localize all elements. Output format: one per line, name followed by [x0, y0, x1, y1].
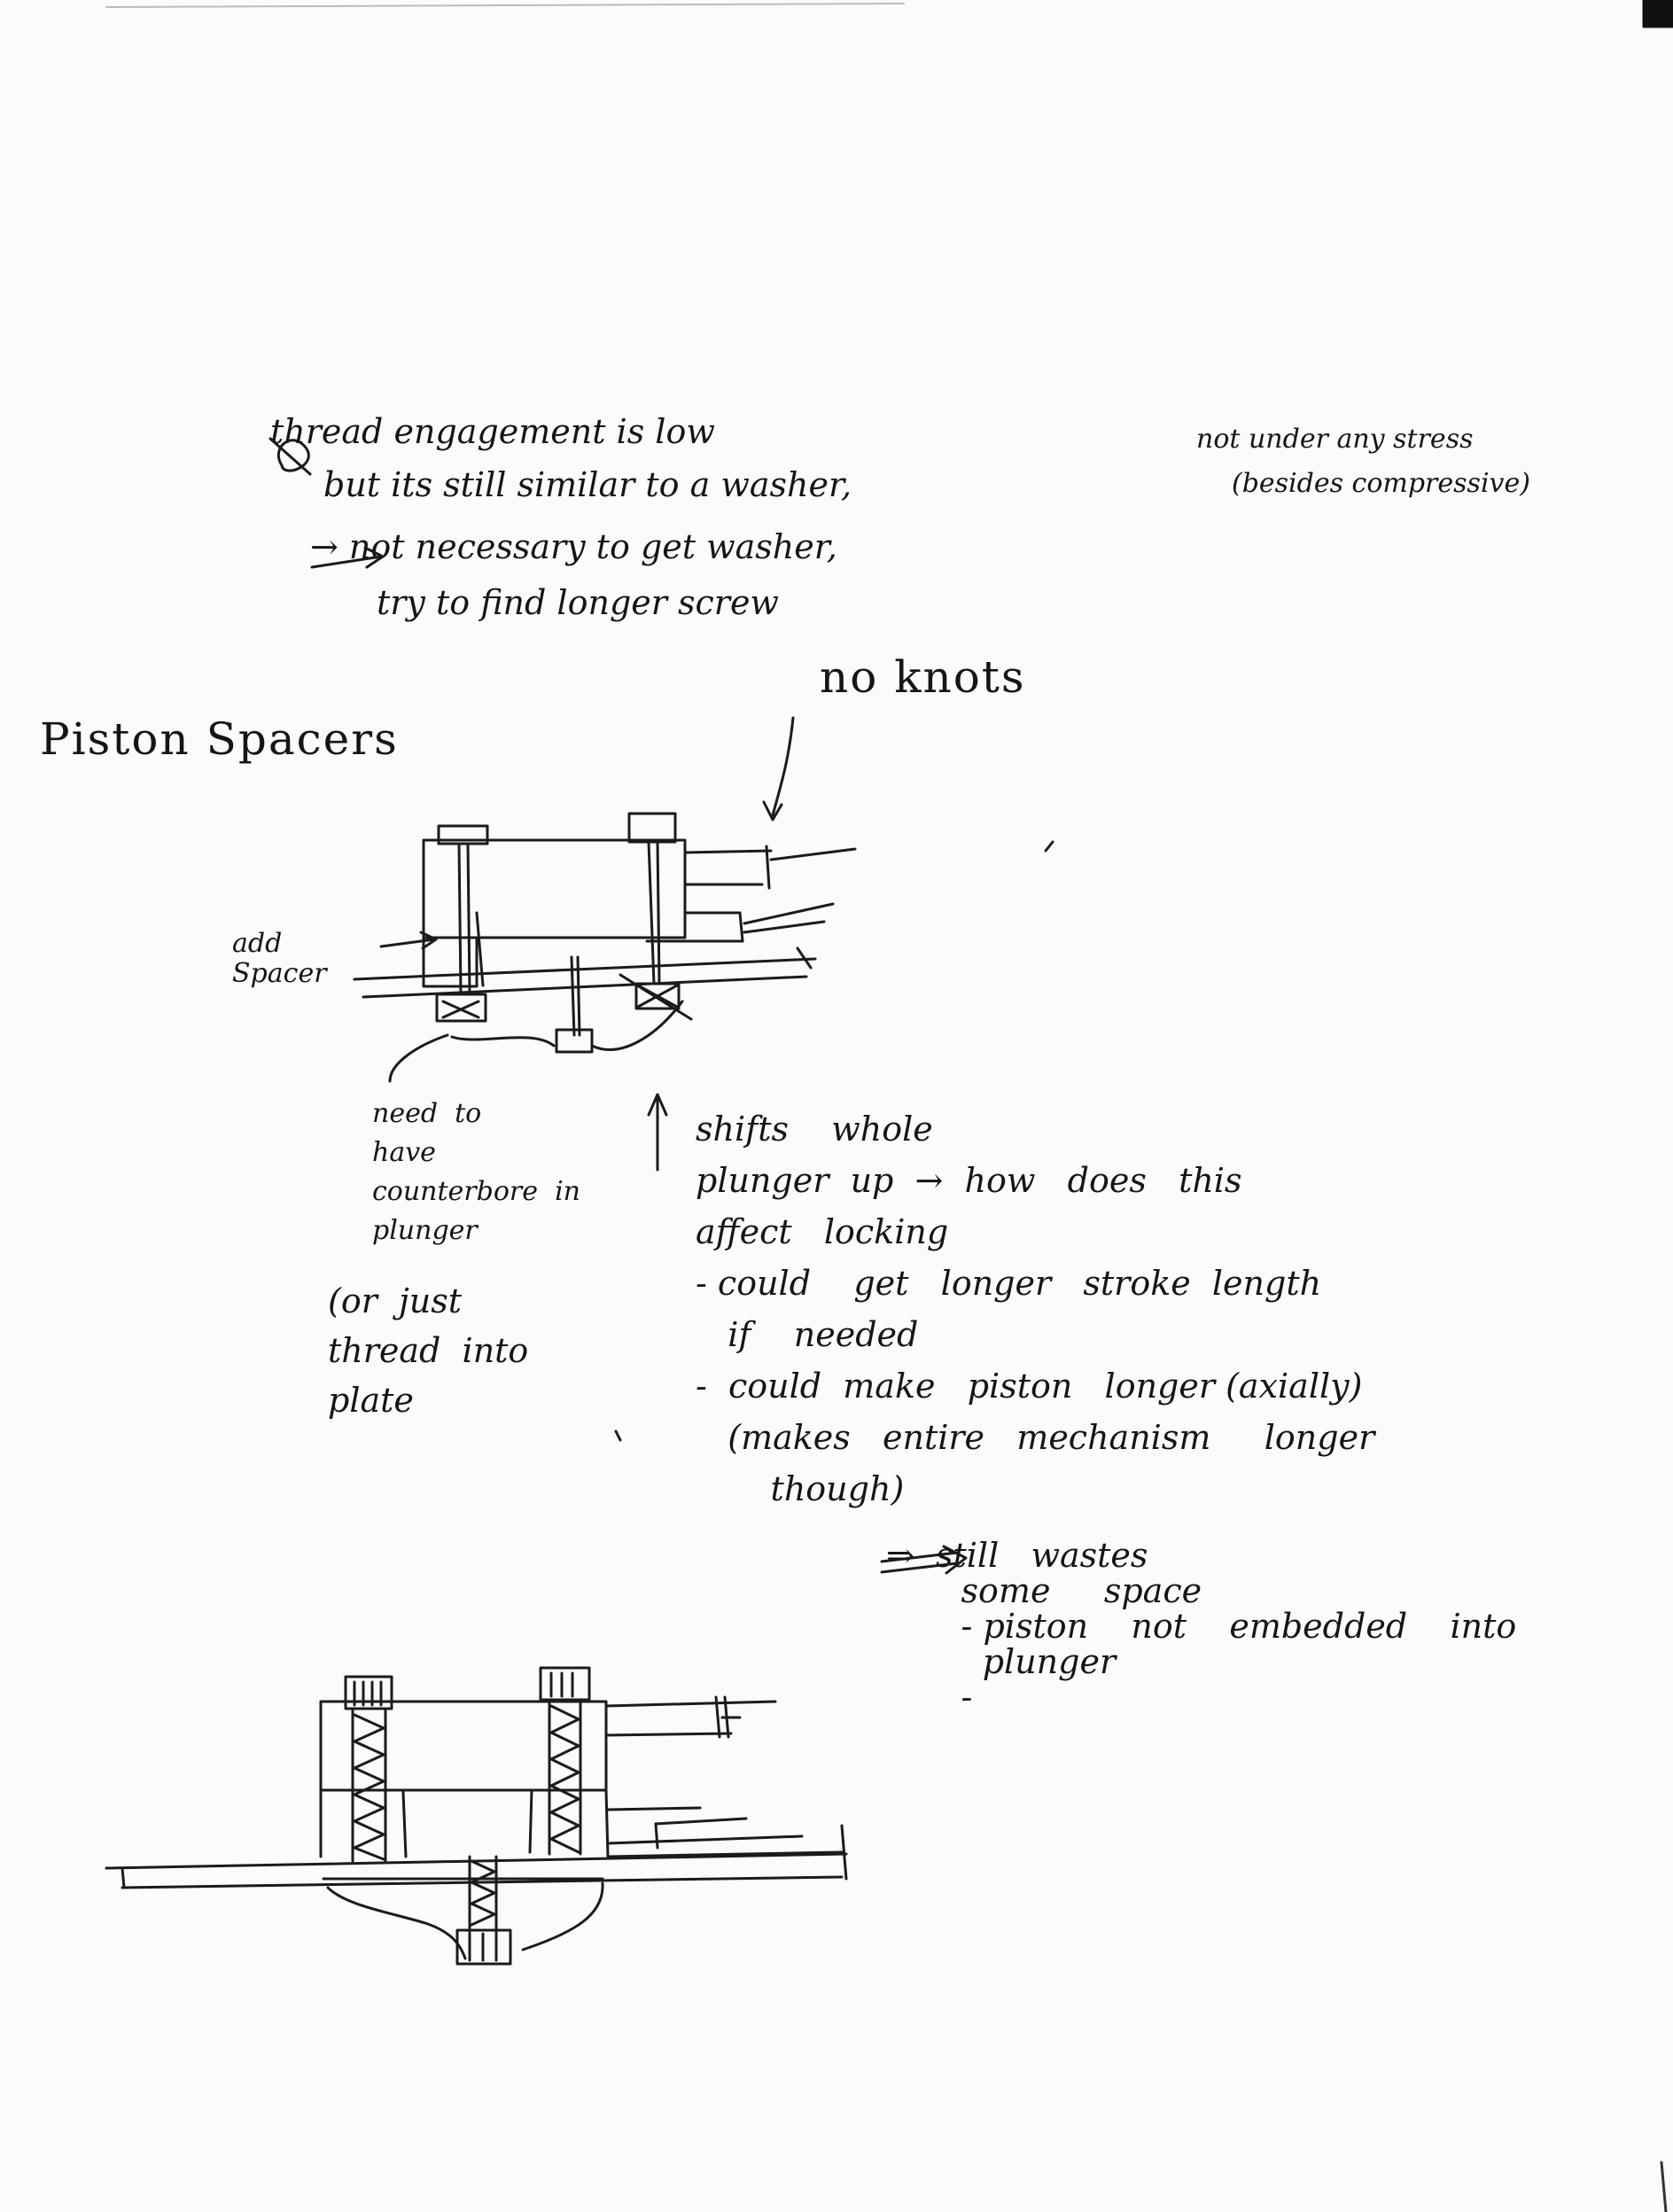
sketch-upper-assembly [354, 814, 855, 1170]
arrow-no-knots [773, 718, 793, 815]
sketch-lower-assembly [106, 1668, 846, 1964]
